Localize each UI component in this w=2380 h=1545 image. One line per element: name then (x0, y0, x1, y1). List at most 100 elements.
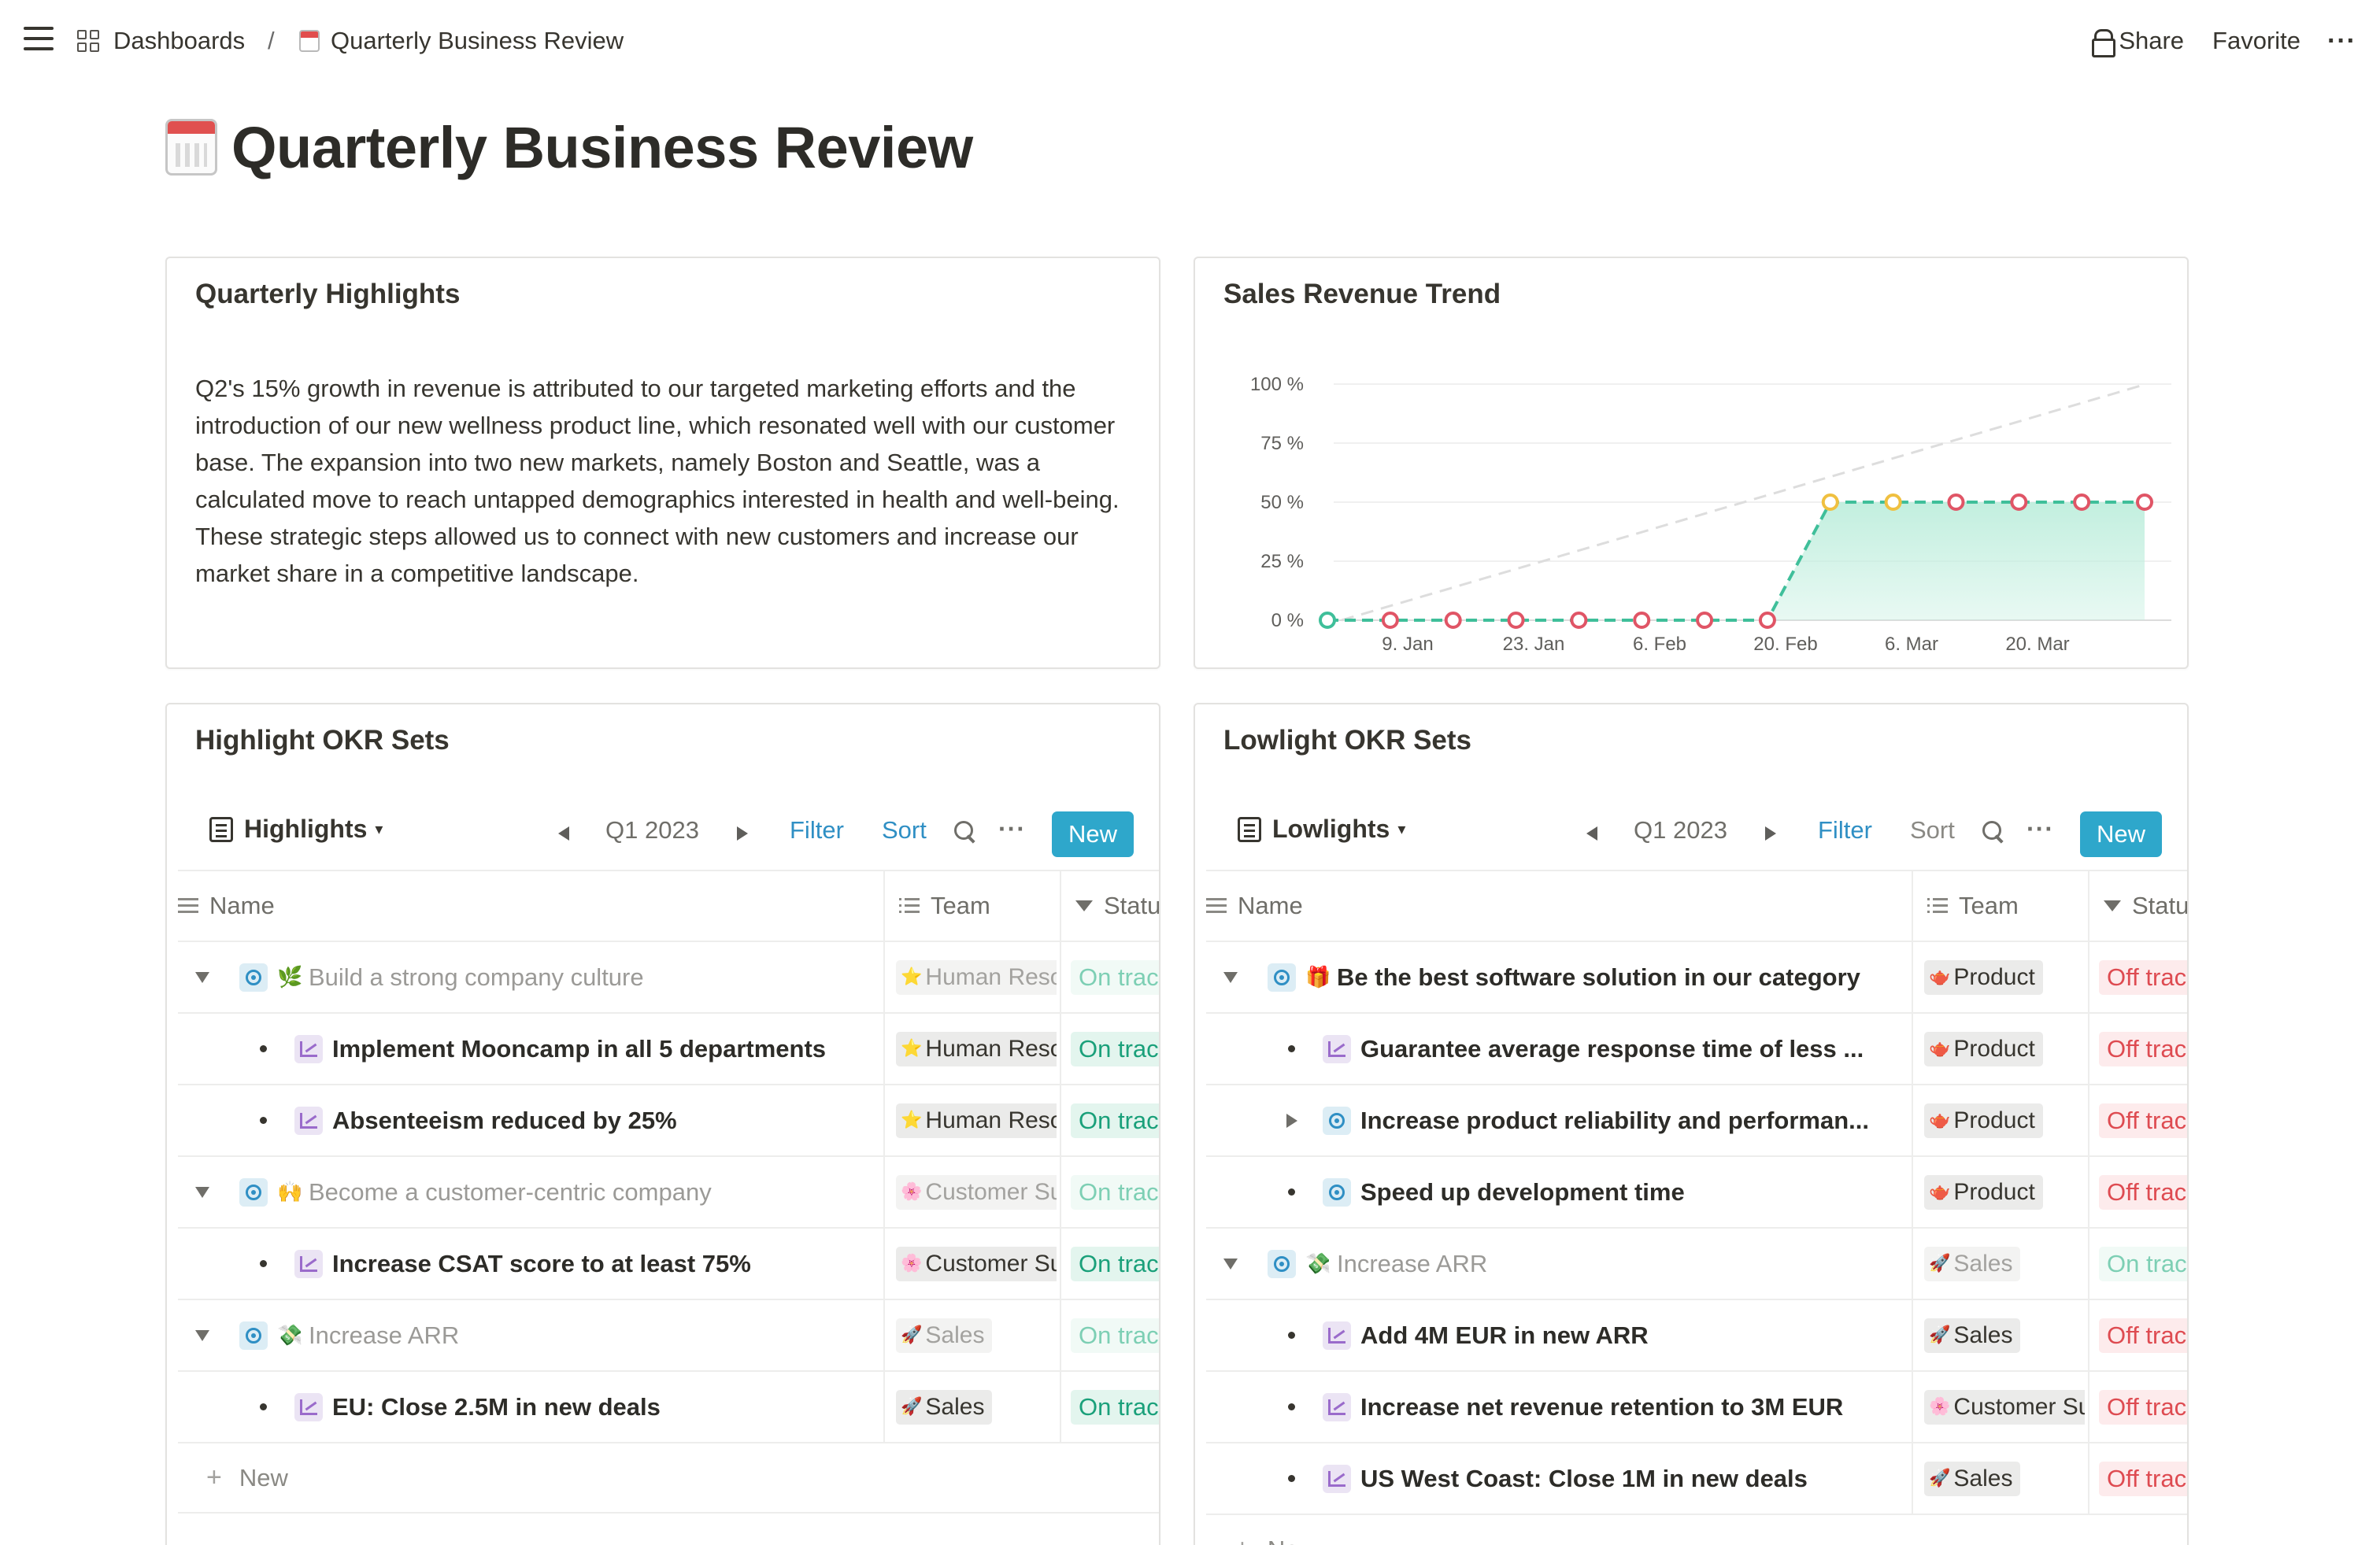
table-row[interactable]: Increase product reliability and perform… (1206, 1084, 2187, 1155)
sort-button[interactable]: Sort (882, 816, 927, 844)
more-options-icon[interactable]: ··· (2327, 25, 2356, 56)
menu-icon[interactable] (22, 24, 55, 55)
plus-icon: + (206, 1462, 222, 1492)
column-name[interactable]: Name (178, 892, 275, 920)
table-row[interactable]: 🌿 Build a strong company culture ⭐ Human Re… (178, 941, 1159, 1012)
row-name[interactable]: Guarantee average response time of less … (1360, 1034, 1864, 1063)
row-name[interactable]: Speed up development time (1360, 1177, 1685, 1206)
column-team[interactable]: Team (1927, 892, 2019, 920)
row-name[interactable]: Add 4M EUR in new ARR (1360, 1321, 1649, 1349)
toggle-icon[interactable] (195, 972, 209, 983)
row-name[interactable]: Absenteeism reduced by 25% (332, 1106, 677, 1134)
sort-button[interactable]: Sort (1910, 816, 1955, 844)
bullet-icon (1288, 1332, 1295, 1339)
row-name[interactable]: Build a strong company culture (309, 963, 644, 991)
row-name[interactable]: Increase product reliability and perform… (1360, 1106, 1870, 1134)
data-point (1821, 493, 1839, 511)
row-name[interactable]: Increase ARR (1337, 1249, 1488, 1277)
row-name[interactable]: Increase net revenue retention to 3M EUR (1360, 1392, 1844, 1421)
prev-period-icon[interactable] (558, 826, 569, 841)
table-row[interactable]: EU: Close 2.5M in new deals 🚀 Sales On trac… (178, 1370, 1159, 1442)
new-button[interactable]: New (1052, 811, 1134, 857)
search-icon[interactable] (954, 821, 976, 845)
share-button[interactable]: Share (2092, 27, 2184, 57)
data-point (1884, 493, 1902, 511)
table-row[interactable]: 💸Increase ARR 🚀Sales On track (178, 1299, 1159, 1370)
bullet-icon (260, 1117, 267, 1124)
sales-trend-card: Sales Revenue Trend 100 % 75 % 50 % 25 % 0 %… (1194, 257, 2189, 669)
row-name[interactable]: Increase ARR (309, 1321, 460, 1349)
table-row[interactable]: Increase CSAT score to at least 75% 🌸 Cust… (178, 1227, 1159, 1299)
row-name[interactable]: Become a customer-centric company (309, 1177, 712, 1206)
table-row[interactable]: US West Coast: Close 1M in new deals 🚀 Sal… (1206, 1442, 2187, 1514)
table-row[interactable]: 🙌 Become a customer-centric company 🌸 Custo… (178, 1155, 1159, 1227)
table-row[interactable]: Add 4M EUR in new ARR 🚀Sales Off track (1206, 1299, 2187, 1370)
breadcrumb-dashboards-label: Dashboards (113, 27, 246, 54)
top-bar: Dashboards / Quarterly Business Review S… (0, 0, 2380, 82)
column-status-label: Status (1104, 892, 1160, 919)
team-emoji: 🚀 (901, 1397, 923, 1417)
trend-line (1341, 383, 2147, 622)
new-button[interactable]: New (2080, 811, 2162, 857)
team-emoji: ⭐ (901, 1111, 923, 1130)
column-name-label: Name (209, 892, 275, 919)
calendar-icon (299, 30, 320, 52)
column-status[interactable]: Status (2104, 892, 2187, 920)
favorite-button[interactable]: Favorite (2212, 27, 2301, 54)
team-chip: ⭐Human Resources (896, 1031, 1057, 1066)
breadcrumb-dashboards[interactable]: Dashboards (77, 22, 245, 60)
status-badge: Off track (2099, 1461, 2187, 1496)
table-row[interactable]: Guarantee average response time of less … (1206, 1012, 2187, 1084)
team-emoji: 🚀 (1929, 1469, 1951, 1488)
team-emoji: 🫖 (1929, 967, 1951, 987)
row-name[interactable]: EU: Close 2.5M in new deals (332, 1392, 661, 1421)
plus-icon: + (1234, 1534, 1250, 1545)
table-row[interactable]: Speed up development time 🫖 Product Off tra… (1206, 1155, 2187, 1227)
breadcrumb-page[interactable]: Quarterly Business Review (299, 22, 624, 60)
table-row[interactable]: Increase net revenue retention to 3M EUR… (1206, 1370, 2187, 1442)
team-label: Product (1953, 1178, 2035, 1205)
toggle-icon[interactable] (195, 1187, 209, 1198)
filter-button[interactable]: Filter (1818, 816, 1872, 844)
toggle-icon[interactable] (1223, 1259, 1238, 1270)
table-row[interactable]: 💸Increase ARR 🚀Sales On track (1206, 1227, 2187, 1299)
prev-period-icon[interactable] (1586, 826, 1597, 841)
team-label: Human Resources (925, 963, 1057, 990)
view-selector[interactable]: Highlights ▾ (209, 815, 383, 844)
new-row[interactable]: + New (178, 1442, 1159, 1514)
x-tick-label: 6. Feb (1633, 634, 1686, 655)
next-period-icon[interactable] (737, 826, 748, 841)
more-icon[interactable]: ··· (998, 815, 1026, 843)
view-selector[interactable]: Lowlights ▾ (1238, 815, 1405, 844)
x-tick-label: 6. Mar (1885, 634, 1938, 655)
team-emoji: 🚀 (1929, 1325, 1951, 1345)
status-badge: Off track (2099, 1389, 2187, 1425)
more-icon[interactable]: ··· (2027, 815, 2054, 843)
table-header: Name Team Status (178, 870, 1159, 941)
column-team[interactable]: Team (899, 892, 990, 920)
row-name[interactable]: Increase CSAT score to at least 75% (332, 1249, 751, 1277)
table-row[interactable]: Absenteeism reduced by 25% ⭐Human Resourc… (178, 1084, 1159, 1155)
key-result-icon (1323, 1321, 1351, 1350)
bullet-icon (1288, 1403, 1295, 1410)
toggle-icon[interactable] (1223, 972, 1238, 983)
next-period-icon[interactable] (1765, 826, 1776, 841)
team-chip: ⭐Human Resources (896, 1103, 1057, 1138)
column-status[interactable]: Status (1075, 892, 1160, 920)
breadcrumb-page-label: Quarterly Business Review (331, 27, 624, 54)
search-icon[interactable] (1982, 821, 2004, 845)
text-property-icon (1206, 898, 1227, 914)
team-chip: 🫖 Product (1924, 1103, 2043, 1138)
table-row[interactable]: Implement Mooncamp in all 5 departments ⭐… (178, 1012, 1159, 1084)
row-name[interactable]: US West Coast: Close 1M in new deals (1360, 1464, 1808, 1492)
new-row[interactable]: + New (1206, 1514, 2187, 1545)
column-name[interactable]: Name (1206, 892, 1303, 920)
team-emoji: 🫖 (1929, 1039, 1951, 1059)
filter-button[interactable]: Filter (790, 816, 844, 844)
row-name[interactable]: Be the best software solution in our cat… (1337, 963, 1860, 991)
table-row[interactable]: 🎁 Be the best software solution in our ca… (1206, 941, 2187, 1012)
toggle-icon[interactable] (1286, 1114, 1297, 1128)
row-name[interactable]: Implement Mooncamp in all 5 departments (332, 1034, 827, 1063)
toggle-icon[interactable] (195, 1330, 209, 1341)
data-point (2010, 493, 2028, 511)
